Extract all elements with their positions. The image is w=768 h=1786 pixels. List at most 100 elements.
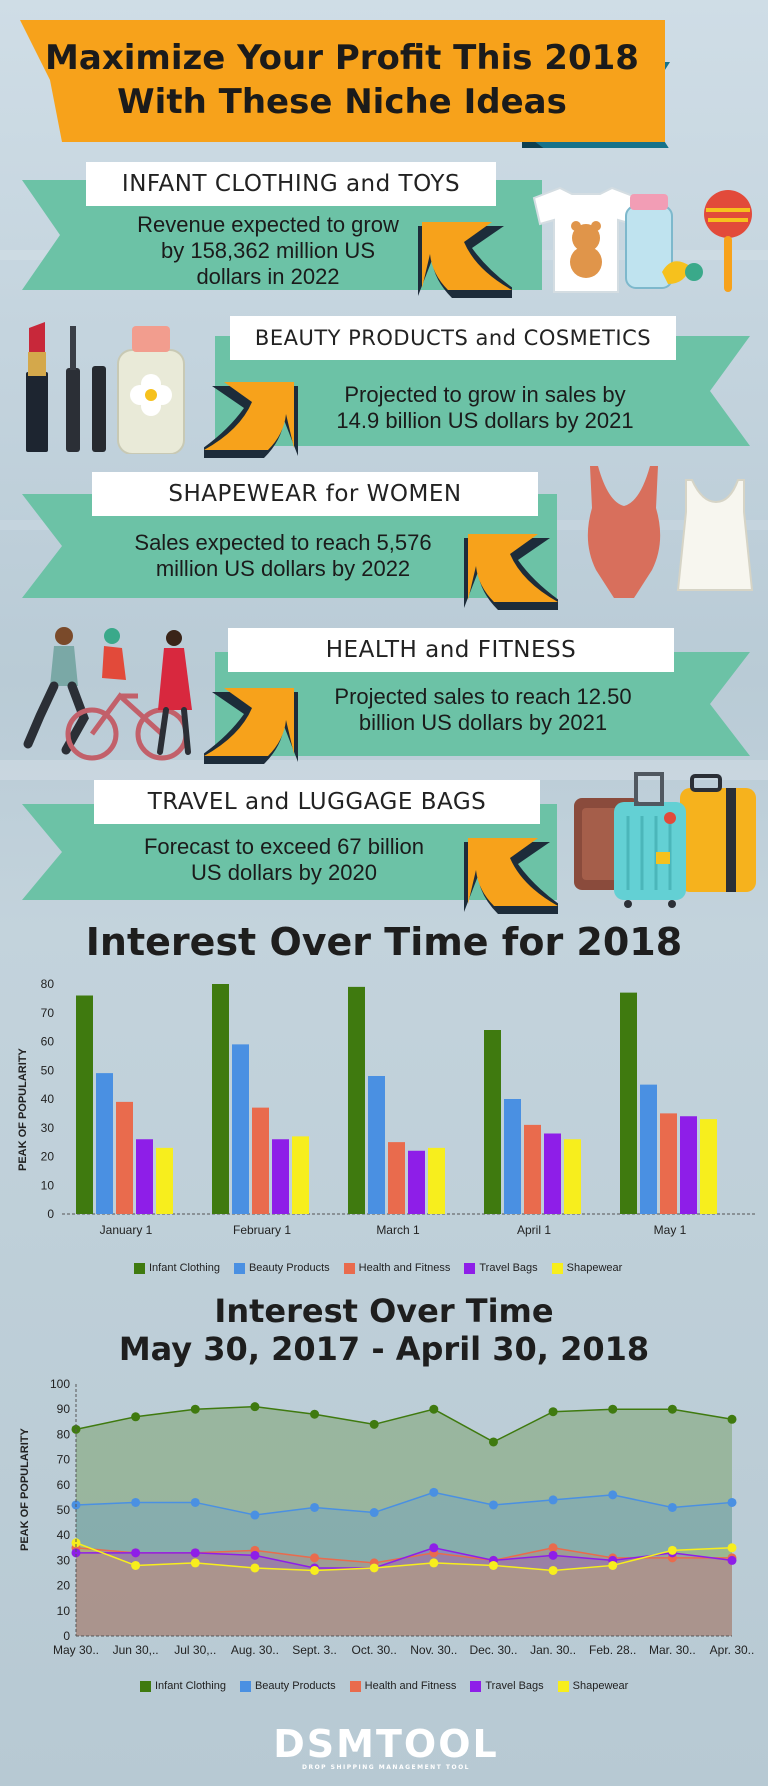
data-point (608, 1404, 618, 1414)
niche-ribbon-shapewear (22, 494, 557, 598)
legend-item: Health and Fitness (343, 1262, 451, 1274)
legend-swatch (343, 1262, 355, 1274)
legend-swatch (551, 1262, 563, 1274)
legend-swatch (140, 1680, 151, 1692)
data-point (190, 1497, 200, 1507)
y-tick-label: 10 (41, 1178, 55, 1192)
background-stripe (0, 760, 768, 780)
desc-line: Sales expected to reach 5,576 (134, 530, 432, 555)
niche-label-health: HEALTH and FITNESS (228, 628, 674, 672)
series-line (75, 1491, 733, 1516)
legend-label: Beauty Products (254, 1680, 336, 1692)
niche-desc-travel: Forecast to exceed 67 billion US dollars… (124, 834, 444, 886)
x-tick-label: Jan. 30.. (530, 1643, 576, 1657)
legend-item: Infant Clothing (134, 1262, 220, 1274)
data-point (608, 1490, 618, 1500)
data-point (369, 1563, 379, 1573)
bar (544, 1133, 561, 1214)
legend-label: Beauty Products (248, 1262, 330, 1274)
legend-label: Infant Clothing (155, 1680, 226, 1692)
baby-items-icon (532, 186, 752, 293)
bar (136, 1139, 153, 1214)
niche-desc-beauty: Projected to grow in sales by 14.9 billi… (320, 382, 650, 434)
x-tick-label: Apr. 30.. (710, 1643, 755, 1657)
title-line-2: With These Niche Ideas (117, 82, 567, 122)
legend-label: Travel Bags (479, 1262, 538, 1274)
desc-line: 14.9 billion US dollars by 2021 (336, 408, 634, 433)
bar (348, 986, 365, 1214)
data-point (429, 1487, 439, 1497)
desc-line: million US dollars by 2022 (155, 556, 411, 581)
x-tick-label: Sept. 3.. (292, 1643, 337, 1657)
y-tick-label: 0 (47, 1207, 54, 1221)
data-point (71, 1538, 81, 1548)
x-tick-label: February 1 (233, 1223, 291, 1237)
bar-chart-ylabel: PEAK OF POPULARITY (17, 1048, 29, 1171)
y-tick-label: 40 (57, 1528, 71, 1542)
y-tick-label: 0 (63, 1629, 70, 1643)
desc-line: Revenue expected to grow (137, 212, 399, 237)
y-tick-label: 80 (41, 977, 55, 991)
desc-line: Projected sales to reach 12.50 (334, 684, 632, 709)
legend-label: Shapewear (572, 1680, 629, 1692)
growth-arrow-icon (464, 838, 558, 914)
data-point (488, 1560, 498, 1570)
desc-line: billion US dollars by 2021 (358, 710, 608, 735)
legend-item: Health and Fitness (349, 1680, 456, 1692)
niche-label-shapewear: SHAPEWEAR for WOMEN (92, 472, 538, 516)
y-tick-label: 30 (57, 1553, 71, 1567)
bar (76, 995, 93, 1214)
area-fill (76, 1542, 732, 1636)
desc-line: Projected to grow in sales by (344, 382, 626, 407)
bar (156, 1147, 173, 1214)
data-point (131, 1412, 141, 1422)
niche-desc-health: Projected sales to reach 12.50 billion U… (318, 684, 648, 736)
bar (96, 1073, 113, 1214)
logo-wordmark: DSMTOOL (273, 1722, 499, 1766)
bar (484, 1030, 501, 1214)
y-tick-label: 50 (57, 1503, 71, 1517)
legend-item: Shapewear (551, 1262, 623, 1274)
data-point (250, 1550, 260, 1560)
data-point (548, 1550, 558, 1560)
bar (116, 1101, 133, 1214)
data-point (548, 1407, 558, 1417)
data-point (131, 1548, 141, 1558)
data-point (548, 1495, 558, 1505)
data-point (190, 1548, 200, 1558)
x-tick-label: Jul 30,.. (174, 1643, 216, 1657)
niche-desc-shapewear: Sales expected to reach 5,576 million US… (118, 530, 448, 582)
data-point (667, 1404, 677, 1414)
bar (504, 1099, 521, 1214)
title-banner-shape (20, 20, 670, 148)
legend-item: Beauty Products (233, 1262, 330, 1274)
data-point (667, 1545, 677, 1555)
data-point (429, 1558, 439, 1568)
x-tick-label: Mar. 30.. (649, 1643, 696, 1657)
y-tick-label: 10 (57, 1604, 71, 1618)
data-point (369, 1508, 379, 1518)
legend-label: Shapewear (566, 1262, 623, 1274)
data-point (310, 1502, 320, 1512)
growth-arrow-icon (418, 222, 512, 298)
data-point (608, 1560, 618, 1570)
desc-line: US dollars by 2020 (191, 860, 377, 885)
niche-ribbon-infant (22, 180, 542, 290)
niche-ribbon-beauty (215, 336, 750, 446)
series-line (75, 1405, 733, 1443)
bar (700, 1119, 717, 1214)
data-point (71, 1548, 81, 1558)
bar (640, 1084, 657, 1214)
legend-label: Health and Fitness (358, 1262, 451, 1274)
x-tick-label: Jun 30,.. (113, 1643, 159, 1657)
legend-swatch (557, 1680, 569, 1692)
legend-swatch (349, 1680, 361, 1692)
x-tick-label: May 1 (654, 1223, 687, 1237)
data-point (190, 1404, 200, 1414)
desc-line: dollars in 2022 (196, 264, 340, 289)
x-tick-label: March 1 (376, 1223, 420, 1237)
data-point (250, 1402, 260, 1412)
y-tick-label: 20 (57, 1579, 71, 1593)
luggage-icon (574, 772, 756, 908)
y-tick-label: 80 (57, 1427, 71, 1441)
